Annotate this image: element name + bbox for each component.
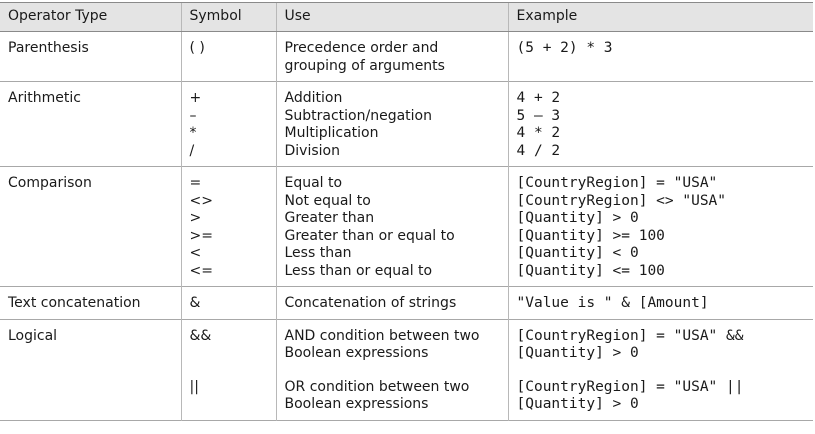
example-cell: [CountryRegion] = "USA" && [Quantity] > …: [507, 319, 814, 420]
example-code: [Quantity] >= 100: [516, 227, 665, 244]
use-text: Greater than or equal to: [284, 227, 455, 244]
header-symbol: Symbol: [180, 2, 276, 32]
symbol: >: [189, 210, 202, 226]
use-cell: Concatenation of strings: [275, 286, 508, 319]
use-cell: AND condition between two Boolean expres…: [275, 319, 508, 420]
use-text: AND condition between two: [284, 327, 480, 344]
use-text: Precedence order and: [284, 40, 439, 56]
example-code: [Quantity] <= 100: [516, 262, 665, 279]
example-code: [Quantity] < 0: [516, 245, 639, 261]
example-code: 5 – 3: [516, 107, 561, 124]
use-text: Addition: [284, 90, 343, 106]
operator-type-cell: Arithmetic: [8, 90, 81, 106]
example-code: [CountryRegion] = "USA" &&: [516, 327, 744, 344]
symbol: <>: [189, 192, 213, 209]
spacer: [517, 363, 814, 379]
use-text: Multiplication: [284, 125, 379, 141]
row-logical: Logical && ​ || AND condition between tw…: [0, 319, 813, 420]
header-operator-type: Operator Type: [0, 2, 181, 32]
header-use: Use: [275, 2, 508, 32]
example-code: [CountryRegion] = "USA" ||: [516, 378, 744, 395]
use-text: Greater than: [284, 210, 375, 226]
row-arithmetic: Arithmetic + – * / Addition Subtraction/…: [0, 81, 813, 167]
symbol-cell: ( ): [180, 31, 276, 82]
example-code: 4 / 2: [516, 142, 561, 159]
spacer: [285, 363, 508, 379]
header-example: Example: [507, 2, 813, 32]
symbol: >=: [189, 227, 213, 244]
row-comparison: Comparison = <> > >= < <= Equal to Not e…: [0, 166, 813, 287]
row-parenthesis: Parenthesis ( ) Precedence order and gro…: [0, 31, 813, 82]
example-cell: (5 + 2) * 3: [507, 31, 813, 82]
use-text: Subtraction/negation: [284, 107, 432, 124]
use-text: Less than or equal to: [284, 262, 433, 279]
use-text: OR condition between two: [284, 378, 470, 395]
use-text: Not equal to: [284, 192, 371, 209]
example-code: [Quantity] > 0: [516, 210, 639, 226]
example-code: [CountryRegion] <> "USA": [516, 192, 727, 209]
symbol: &: [189, 295, 201, 311]
use-text: Division: [284, 142, 340, 159]
example-cell: "Value is " & [Amount]: [507, 286, 813, 319]
use-text: grouping of arguments: [284, 57, 445, 74]
example-code: "Value is " & [Amount]: [516, 295, 709, 311]
operator-type-cell: Comparison: [8, 175, 92, 191]
symbol: +: [189, 90, 202, 106]
use-cell: Precedence order and grouping of argumen…: [275, 31, 508, 82]
operator-type-cell: Parenthesis: [8, 40, 89, 56]
use-text: Less than: [284, 245, 352, 261]
symbol-cell: && ​ ||: [180, 319, 276, 420]
operator-type-cell: Logical: [8, 327, 58, 344]
symbol: =: [189, 175, 202, 191]
use-text: Boolean expressions: [284, 345, 429, 361]
example-code: [CountryRegion] = "USA": [516, 175, 718, 191]
spacer: [190, 363, 276, 379]
symbol: *: [189, 125, 197, 141]
example-code: 4 * 2: [516, 125, 561, 141]
example-code: [Quantity] > 0: [516, 345, 639, 361]
symbol: /: [189, 142, 195, 159]
symbol-cell: = <> > >= < <=: [180, 166, 276, 287]
symbol: ( ): [189, 40, 205, 56]
header-row: Operator Type Symbol Use Example: [0, 2, 813, 32]
symbol: ||: [189, 378, 199, 395]
use-cell: Addition Subtraction/negation Multiplica…: [275, 81, 508, 167]
symbol: –: [189, 107, 197, 124]
use-text: Concatenation of strings: [284, 295, 457, 311]
use-cell: Equal to Not equal to Greater than Great…: [275, 166, 508, 287]
example-code: (5 + 2) * 3: [516, 40, 613, 56]
example-cell: [CountryRegion] = "USA" [CountryRegion] …: [507, 166, 813, 287]
symbol-cell: + – * /: [180, 81, 276, 167]
operator-type-cell: Text concatenation: [8, 295, 141, 311]
symbol: &&: [189, 327, 212, 344]
use-text: Equal to: [284, 175, 343, 191]
example-code: 4 + 2: [516, 90, 561, 106]
symbol: <: [189, 245, 202, 261]
example-cell: 4 + 2 5 – 3 4 * 2 4 / 2: [507, 81, 813, 167]
row-text-concatenation: Text concatenation & Concatenation of st…: [0, 286, 813, 319]
spacer: ​: [190, 345, 276, 363]
use-text: Boolean expressions: [284, 396, 429, 412]
example-code: [Quantity] > 0: [516, 396, 639, 412]
symbol-cell: &: [180, 286, 276, 319]
operators-table: Operator Type Symbol Use Example Parenth…: [0, 2, 813, 421]
symbol: <=: [189, 262, 213, 279]
